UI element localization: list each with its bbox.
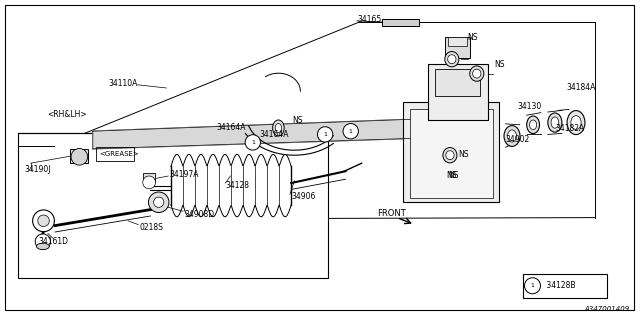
Bar	[523, 274, 607, 298]
Ellipse shape	[470, 66, 484, 81]
Bar	[382, 19, 419, 26]
Text: 1: 1	[323, 132, 327, 137]
Text: 0218S: 0218S	[140, 223, 163, 232]
Circle shape	[71, 148, 88, 165]
Text: NS: NS	[494, 60, 504, 69]
Ellipse shape	[36, 243, 49, 250]
Circle shape	[245, 135, 260, 150]
Bar	[18, 133, 328, 278]
Polygon shape	[93, 118, 435, 149]
Text: NS: NS	[467, 33, 477, 42]
Ellipse shape	[443, 148, 457, 163]
Circle shape	[317, 127, 333, 142]
Circle shape	[343, 124, 358, 139]
Bar	[70, 149, 88, 163]
Ellipse shape	[504, 125, 520, 147]
Circle shape	[143, 176, 156, 189]
Ellipse shape	[567, 110, 585, 134]
Text: 1: 1	[349, 129, 353, 134]
Ellipse shape	[445, 151, 454, 160]
Text: NS: NS	[458, 150, 468, 159]
Text: 34184A: 34184A	[566, 84, 596, 92]
Bar	[96, 147, 134, 161]
Text: 34164A: 34164A	[259, 130, 289, 139]
Ellipse shape	[530, 120, 536, 130]
Ellipse shape	[551, 117, 559, 128]
Text: <RH&LH>: <RH&LH>	[47, 110, 87, 119]
Text: 1: 1	[251, 140, 255, 145]
Bar	[428, 64, 488, 120]
Bar	[143, 173, 155, 182]
Bar	[435, 69, 480, 96]
Text: 34902: 34902	[506, 135, 530, 144]
Bar	[445, 37, 470, 58]
Bar	[403, 102, 499, 202]
Text: 34128B: 34128B	[545, 281, 576, 290]
Circle shape	[148, 192, 169, 212]
Ellipse shape	[275, 124, 282, 132]
Text: 34197A: 34197A	[170, 170, 199, 179]
Bar	[410, 109, 493, 198]
Text: 34190J: 34190J	[24, 165, 51, 174]
Text: 34182A: 34182A	[556, 124, 585, 133]
Circle shape	[35, 234, 51, 249]
Ellipse shape	[527, 116, 540, 134]
Ellipse shape	[472, 69, 481, 78]
Text: 1: 1	[531, 283, 534, 288]
Circle shape	[38, 215, 49, 227]
Ellipse shape	[448, 55, 456, 64]
Text: 34110A: 34110A	[109, 79, 138, 88]
Text: <GREASE>: <GREASE>	[99, 151, 139, 156]
Text: 34164A: 34164A	[216, 124, 246, 132]
Text: NS: NS	[292, 116, 302, 125]
Text: 34128: 34128	[225, 181, 249, 190]
Text: NS: NS	[447, 171, 457, 180]
Text: 34908D: 34908D	[184, 210, 214, 219]
Text: A347001409: A347001409	[585, 306, 630, 312]
Text: 34165: 34165	[357, 15, 381, 24]
Circle shape	[154, 197, 164, 207]
Ellipse shape	[548, 113, 562, 132]
Text: FRONT: FRONT	[378, 209, 406, 218]
Ellipse shape	[445, 52, 459, 67]
Text: 34161D: 34161D	[38, 237, 68, 246]
Ellipse shape	[571, 116, 581, 130]
Text: NS: NS	[448, 172, 458, 180]
Circle shape	[33, 210, 54, 232]
Text: 34906: 34906	[291, 192, 316, 201]
Circle shape	[525, 278, 540, 294]
Ellipse shape	[273, 120, 284, 136]
Ellipse shape	[508, 130, 516, 142]
Bar	[448, 37, 467, 46]
Text: 34130: 34130	[517, 102, 541, 111]
